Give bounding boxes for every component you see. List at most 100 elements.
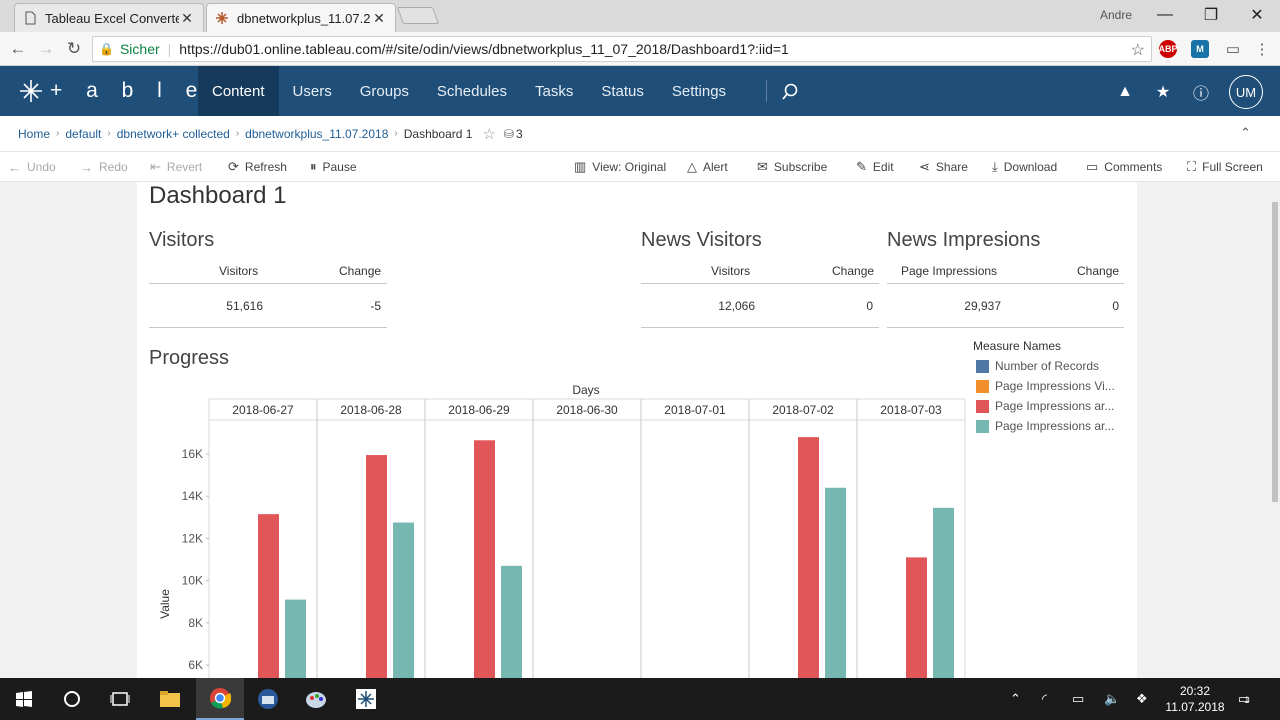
search-icon[interactable] [779,81,801,103]
close-icon[interactable]: ✕ [373,9,385,26]
comments-button[interactable]: ▭ Comments [1086,159,1163,174]
adblock-extension-icon[interactable]: ABP [1159,40,1178,58]
chrome-taskbar-icon[interactable] [196,678,244,720]
datasource-icon[interactable]: ⛁ [503,126,514,141]
nav-settings[interactable]: Settings [671,82,727,100]
redo-button[interactable]: → Redo [80,159,128,175]
cast-icon[interactable]: ▭ [1225,41,1241,58]
download-button[interactable]: ⤓ Download [992,159,1058,174]
legend-item[interactable]: Page Impressions Vi... [976,379,1115,393]
bar[interactable] [474,440,495,678]
share-button[interactable]: ⋖ Share [919,159,968,174]
minimize-icon[interactable]: — [1157,6,1173,23]
legend-item[interactable]: Page Impressions ar... [976,399,1114,413]
tray-expand-icon[interactable]: ⌃ [1010,691,1021,706]
file-explorer-icon[interactable] [146,678,194,720]
bar[interactable] [258,514,279,678]
favorite-star-icon[interactable]: ☆ [482,125,496,143]
collapse-icon[interactable]: ⌃ [1240,125,1251,140]
revert-button[interactable]: ⇤ Revert [150,159,203,174]
bar[interactable] [906,557,927,678]
breadcrumb-workbook[interactable]: dbnetworkplus_11.07.2018 [245,126,389,141]
nav-schedules[interactable]: Schedules [436,82,507,100]
bookmark-star-icon[interactable]: ☆ [1130,42,1145,59]
bar[interactable] [825,487,846,678]
undo-button[interactable]: ← Undo [8,159,56,175]
nav-tasks[interactable]: Tasks [534,82,574,100]
visitors-table[interactable]: Visitors Change 51,616 -5 [149,264,387,328]
visitors-title: Visitors [149,229,215,251]
page-icon [23,11,37,25]
scrollbar-thumb[interactable] [1272,202,1278,502]
m-extension-icon[interactable]: M [1191,40,1209,58]
browser-tab-active[interactable]: dbnetworkplus_11.07.201 ✕ [206,3,396,32]
info-icon[interactable]: ⓘ [1192,86,1209,103]
clock[interactable]: 20:32 11.07.2018 [1160,683,1230,715]
menu-icon[interactable]: ⋮ [1254,41,1270,58]
new-tab-button[interactable] [396,7,440,24]
restore-icon[interactable]: ❐ [1203,7,1219,24]
bar[interactable] [933,507,954,678]
nav-users[interactable]: Users [292,82,332,100]
category-label: 2018-06-29 [448,403,510,417]
tableau-app-icon[interactable] [342,678,390,720]
category-label: 2018-07-01 [664,403,726,417]
nav-content[interactable]: Content [198,66,279,116]
alert-button[interactable]: △ Alert [687,159,728,174]
windows-start-icon[interactable] [0,678,48,720]
back-icon[interactable]: ← [9,39,27,58]
share-icon: ⋖ [919,159,930,174]
chart-bars[interactable] [258,437,954,678]
bar[interactable] [393,522,414,678]
view-original-button[interactable]: ▥ View: Original [574,159,667,174]
page-scrollbar[interactable] [1270,182,1280,678]
category-label: 2018-07-03 [880,403,942,417]
close-icon[interactable]: ✕ [181,9,193,26]
battery-icon[interactable]: ▭ [1072,691,1085,706]
full-screen-button[interactable]: ⛶ Full Screen [1187,159,1263,174]
breadcrumb-project[interactable]: default [65,126,102,141]
refresh-icon: ⟳ [228,159,239,174]
avatar[interactable]: UM [1229,75,1263,109]
news-impressions-table[interactable]: Page Impressions Change 29,937 0 [887,264,1124,328]
legend-swatch [976,419,989,433]
forward-icon[interactable]: → [37,39,55,58]
paint-icon[interactable] [292,678,340,720]
bar[interactable] [798,437,819,678]
volume-icon[interactable]: 🔈 [1104,691,1121,706]
news-visitors-table[interactable]: Visitors Change 12,066 0 [641,264,879,328]
chevron-right-icon: › [56,128,60,139]
bar[interactable] [366,455,387,678]
pause-button[interactable]: ⏸ Pause [310,159,357,174]
refresh-button[interactable]: ⟳ Refresh [228,159,287,174]
favorites-star-icon[interactable]: ★ [1155,84,1171,101]
profile-name[interactable]: Andre [1100,8,1133,22]
divider [766,80,767,102]
notification-icon[interactable]: ▭1 [1238,691,1251,706]
bar[interactable] [501,565,522,678]
task-view-icon[interactable] [96,678,144,720]
bar[interactable] [285,599,306,678]
reload-icon[interactable]: ↻ [66,39,82,58]
news-impressions-title: News Impresions [887,229,1041,251]
address-bar[interactable]: 🔒 Sicher | https://dub01.online.tableau.… [92,36,1152,62]
thunderbird-icon[interactable] [244,678,292,720]
breadcrumb-datasource[interactable]: dbnetwork+ collected [116,126,230,141]
cortana-search-icon[interactable] [48,678,96,720]
edit-button[interactable]: ✎ Edit [856,159,894,174]
nav-groups[interactable]: Groups [359,82,409,100]
category-label: 2018-06-27 [232,403,294,417]
breadcrumb-home[interactable]: Home [18,126,51,141]
window-close-icon[interactable]: ✕ [1250,7,1264,24]
network-icon[interactable]: ◜ [1042,691,1048,706]
subscribe-button[interactable]: ✉ Subscribe [757,159,828,174]
warning-icon[interactable]: ▲ [1117,83,1133,100]
legend-swatch [976,379,989,393]
legend-item[interactable]: Number of Records [976,359,1099,373]
browser-tab[interactable]: Tableau Excel Converter ✕ [14,3,204,32]
dropbox-icon[interactable]: ❖ [1136,691,1148,706]
pause-icon: ⏸ [310,159,317,174]
nav-status[interactable]: Status [601,82,644,100]
progress-chart[interactable]: Days Value 2018-06-27 2018-06-28 2018-06-2… [137,182,1137,678]
legend-item[interactable]: Page Impressions ar... [976,419,1114,433]
